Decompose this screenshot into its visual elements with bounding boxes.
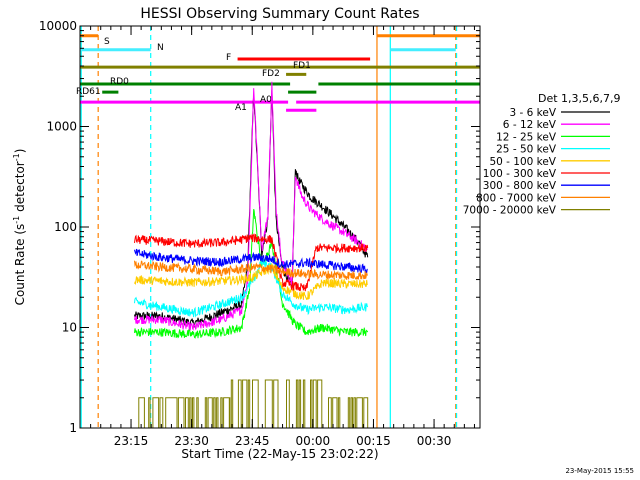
x-tick-label: 00:00 [296, 434, 331, 448]
y-tick-label: 10 [62, 321, 77, 335]
y-axis-label-superscript: -1 [12, 153, 21, 161]
series-line [134, 81, 368, 332]
series-line [134, 233, 369, 292]
series-0 [134, 89, 369, 328]
x-tick-label: 00:30 [417, 434, 452, 448]
series-8 [134, 379, 369, 429]
y-axis-label: Count Rate (s-1 detector-1) [12, 149, 27, 306]
chart-title: HESSI Observing Summary Count Rates [140, 6, 419, 22]
series-1 [134, 81, 368, 332]
series-line [134, 379, 369, 429]
flag-label-rd0: RD0 [110, 77, 129, 87]
legend-label: 50 - 100 keV [489, 156, 556, 168]
series-line [134, 260, 369, 280]
flag-label-fd2: FD2 [262, 69, 280, 79]
flag-label-a0: A0 [260, 95, 272, 105]
x-tick-label: 23:45 [235, 434, 270, 448]
legend-label: 100 - 300 keV [483, 168, 557, 180]
series-7 [134, 260, 369, 280]
legend-label: 800 - 7000 keV [476, 192, 557, 204]
series-4 [134, 263, 368, 300]
legend-label: 12 - 25 keV [496, 131, 557, 143]
series-line [134, 263, 368, 300]
x-tick-label: 23:30 [174, 434, 209, 448]
series-6 [134, 248, 368, 274]
series-line [134, 89, 369, 328]
y-tick-label: 10000 [39, 19, 77, 33]
y-axis-label-part: ) [13, 149, 27, 154]
flag-label-fd1: FD1 [293, 61, 311, 71]
y-tick-label: 100 [54, 220, 77, 234]
y-axis-label-superscript: -1 [12, 216, 21, 224]
y-tick-label: 1000 [46, 120, 77, 134]
legend-label: 3 - 6 keV [509, 107, 556, 119]
series-5 [134, 233, 369, 292]
legend-label: 25 - 50 keV [496, 144, 557, 156]
x-tick-label: 23:15 [114, 434, 149, 448]
legend-label: 7000 - 20000 keV [463, 205, 557, 217]
footer-timestamp: 23-May-2015 15:55 [565, 467, 634, 475]
y-tick-label: 1 [69, 421, 77, 435]
flag-label-f: F [226, 53, 231, 63]
flag-label-n: N [157, 43, 164, 53]
x-axis-label: Start Time (22-May-15 23:02:22) [181, 447, 378, 461]
legend-label: 6 - 12 keV [503, 119, 557, 131]
flag-label-s: S [104, 37, 110, 47]
series-line [134, 248, 368, 274]
x-tick-label: 00:15 [356, 434, 391, 448]
y-axis-label-part: detector [13, 161, 27, 216]
flag-label-rd61: RD61 [76, 87, 101, 97]
plot-frame [79, 25, 481, 429]
legend-title: Det 1,3,5,6,7,9 [538, 92, 621, 105]
flag-label-a1: A1 [235, 103, 247, 113]
y-axis-label-part: Count Rate (s [13, 224, 27, 306]
legend-label: 300 - 800 keV [483, 180, 557, 192]
